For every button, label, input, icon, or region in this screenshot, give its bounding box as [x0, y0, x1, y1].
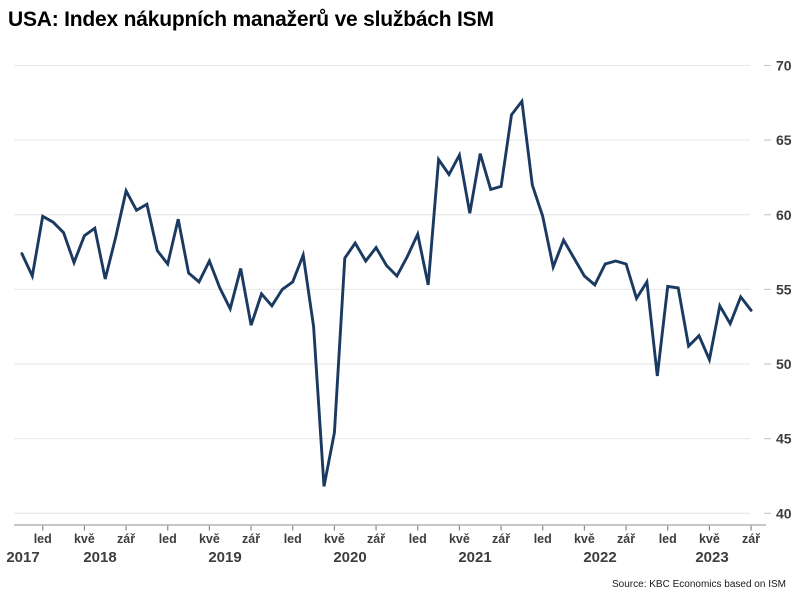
- x-tick-label: zář: [617, 532, 635, 546]
- year-label: 2023: [695, 549, 728, 566]
- y-tick-label: 50: [776, 356, 792, 372]
- year-label: 2022: [583, 549, 616, 566]
- year-label: 2020: [333, 549, 366, 566]
- series-line: [20, 97, 753, 487]
- chart-title: USA: Index nákupních manažerů ve službác…: [8, 8, 494, 31]
- x-tick-label: led: [284, 532, 302, 546]
- x-tick-label: kvě: [199, 532, 220, 546]
- y-tick-label: 60: [776, 207, 792, 223]
- year-label: 2017: [6, 549, 39, 566]
- source-note: Source: KBC Economics based on ISM: [612, 579, 786, 590]
- x-tick-label: kvě: [449, 532, 470, 546]
- x-tick-label: zář: [117, 532, 135, 546]
- x-tick-label: zář: [742, 532, 760, 546]
- x-tick-label: led: [159, 532, 177, 546]
- year-label: 2019: [208, 549, 241, 566]
- x-tick-label: led: [534, 532, 552, 546]
- x-tick-label: kvě: [574, 532, 595, 546]
- x-tick-label: kvě: [324, 532, 345, 546]
- x-tick-label: zář: [367, 532, 385, 546]
- x-tick-label: zář: [242, 532, 260, 546]
- y-tick-label: 45: [776, 431, 792, 447]
- y-tick-label: 70: [776, 58, 792, 74]
- y-tick-label: 65: [776, 132, 792, 148]
- x-tick-label: kvě: [74, 532, 95, 546]
- year-label: 2018: [83, 549, 116, 566]
- y-tick-label: 40: [776, 505, 792, 521]
- x-tick-label: kvě: [699, 532, 720, 546]
- x-tick-label: led: [659, 532, 677, 546]
- x-tick-label: led: [34, 532, 52, 546]
- year-label: 2021: [458, 549, 491, 566]
- y-tick-label: 55: [776, 281, 792, 297]
- x-tick-label: zář: [492, 532, 510, 546]
- x-tick-label: led: [409, 532, 427, 546]
